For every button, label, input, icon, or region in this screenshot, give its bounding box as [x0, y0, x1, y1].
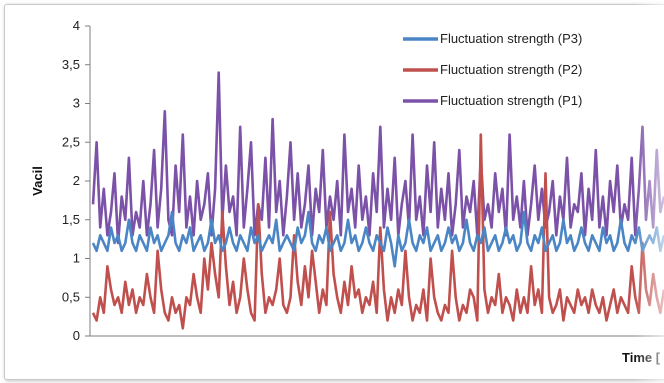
y-tick-label: 2,5: [62, 134, 80, 149]
x-axis-title: Time [: [622, 350, 661, 365]
y-tick-label: 1: [73, 251, 80, 266]
y-tick-label: 0,5: [62, 289, 80, 304]
series-line-3: [91, 210, 664, 268]
series-line-2: [91, 133, 664, 330]
y-tick-label: 0: [73, 328, 80, 343]
series-line-1: [91, 71, 664, 245]
y-axis-title: Vacil: [30, 166, 45, 196]
y-tick-label: 3: [73, 96, 80, 111]
y-ticks: 0 0,5 1 1,5 2 2,5 3 3,5 4: [62, 18, 90, 343]
y-tick-label: 3,5: [62, 57, 80, 72]
legend-label: Fluctuation strength (P2): [440, 62, 582, 77]
y-tick-label: 1,5: [62, 212, 80, 227]
y-tick-label: 4: [73, 18, 80, 33]
legend: Fluctuation strength (P3) Fluctuation str…: [403, 31, 582, 108]
plot-lines: [91, 71, 664, 330]
y-tick-label: 2: [73, 173, 80, 188]
legend-label: Fluctuation strength (P3): [440, 31, 582, 46]
legend-label: Fluctuation strength (P1): [440, 93, 582, 108]
